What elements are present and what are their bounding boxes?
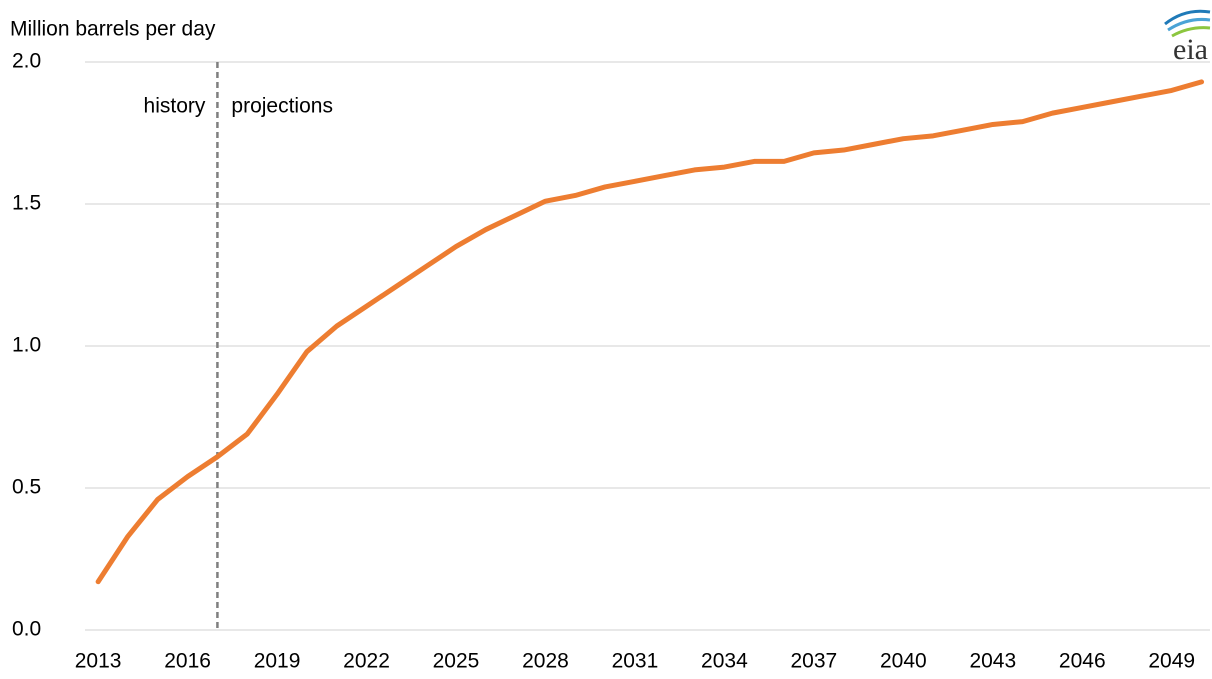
logo-arc [1164,9,1211,26]
y-tick-label: 1.5 [12,192,41,215]
x-tick-label: 2037 [791,650,838,673]
x-tick-label: 2043 [969,650,1016,673]
y-tick-label: 0.0 [12,618,41,641]
x-tick-label: 2046 [1059,650,1106,673]
x-tick-label: 2034 [701,650,748,673]
x-tick-label: 2025 [433,650,480,673]
logo: eia [1164,9,1211,66]
logo-text: eia [1173,33,1208,66]
y-axis-label: Million barrels per day [10,18,216,41]
annotation: history [144,95,206,118]
x-tick-label: 2019 [254,650,301,673]
y-tick-label: 1.0 [12,334,41,357]
x-tick-label: 2028 [522,650,569,673]
x-tick-label: 2013 [75,650,122,673]
logo-arc [1171,26,1211,38]
y-tick-label: 2.0 [12,50,41,73]
y-tick-label: 0.5 [12,476,41,499]
x-tick-label: 2031 [612,650,659,673]
annotation: projections [231,95,333,118]
logo-arc [1167,18,1211,32]
x-tick-label: 2040 [880,650,927,673]
x-tick-label: 2049 [1148,650,1195,673]
x-tick-label: 2016 [164,650,211,673]
data-line [95,79,1205,585]
x-tick-label: 2022 [343,650,390,673]
